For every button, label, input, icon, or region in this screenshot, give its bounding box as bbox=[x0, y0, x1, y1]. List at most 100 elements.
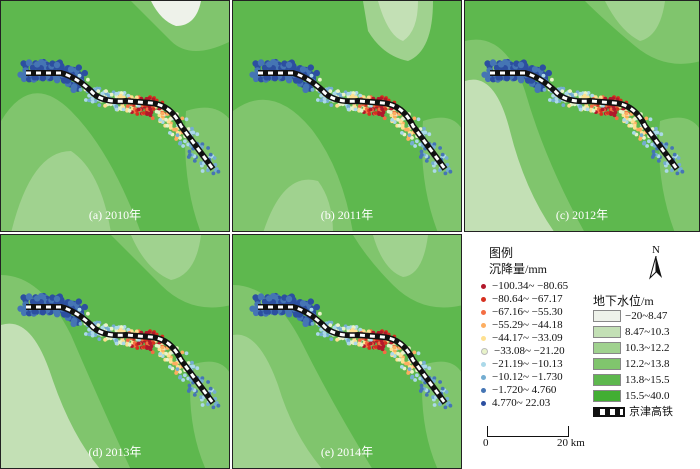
subsidence-point bbox=[134, 95, 139, 100]
subsidence-point bbox=[166, 119, 171, 124]
subsidence-point bbox=[431, 395, 435, 399]
subsidence-point bbox=[389, 347, 394, 352]
subsidence-point bbox=[645, 144, 649, 148]
subsidence-point bbox=[211, 171, 216, 176]
subsidence-class: −55.29~ −44.18 bbox=[481, 319, 563, 332]
subsidence-point bbox=[406, 361, 410, 366]
subsidence-point bbox=[440, 152, 445, 157]
subsidence-point bbox=[299, 300, 307, 307]
subsidence-point bbox=[443, 405, 448, 410]
subsidence-point bbox=[416, 351, 421, 356]
subsidence-point bbox=[659, 132, 664, 137]
subsidence-point bbox=[60, 311, 68, 318]
groundwater-title: 地下水位/m bbox=[593, 294, 654, 308]
dot-marker bbox=[481, 387, 486, 393]
subsidence-point bbox=[383, 107, 388, 111]
subsidence-point bbox=[503, 75, 511, 82]
subsidence-point bbox=[216, 403, 221, 408]
subsidence-point bbox=[200, 169, 205, 173]
subsidence-point bbox=[307, 298, 314, 305]
subsidence-point bbox=[419, 149, 424, 154]
dot-marker bbox=[481, 361, 486, 367]
subsidence-point bbox=[498, 61, 505, 68]
subsidence-point bbox=[322, 97, 327, 101]
subsidence-point bbox=[206, 168, 210, 173]
subsidence-point bbox=[148, 107, 153, 111]
subsidence-point bbox=[309, 73, 314, 78]
subsidence-point bbox=[589, 104, 594, 109]
subsidence-point bbox=[178, 136, 182, 140]
subsidence-point bbox=[445, 162, 450, 167]
dot-marker bbox=[481, 374, 486, 380]
subsidence-point bbox=[165, 357, 170, 362]
subsidence-point bbox=[200, 376, 205, 380]
subsidence-point bbox=[541, 73, 546, 78]
subsidence-point bbox=[422, 126, 426, 131]
subsidence-point bbox=[39, 75, 47, 82]
subsidence-point bbox=[206, 146, 211, 150]
dot-marker bbox=[481, 335, 486, 341]
subsidence-point bbox=[620, 110, 625, 115]
subsidence-point bbox=[396, 117, 400, 122]
subsidence-point bbox=[346, 328, 351, 333]
subsidence-point bbox=[141, 345, 146, 349]
subsidence-point bbox=[34, 61, 41, 68]
subsidence-point bbox=[316, 98, 320, 102]
subsidence-point bbox=[70, 320, 77, 327]
subsidence-point bbox=[211, 405, 216, 410]
swatch bbox=[593, 358, 621, 371]
subsidence-point bbox=[109, 326, 114, 331]
groundwater-class: 13.8~15.5 bbox=[593, 372, 669, 388]
subsidence-point bbox=[206, 402, 210, 407]
subsidence-point bbox=[419, 153, 424, 157]
subsidence-point bbox=[104, 323, 108, 327]
subsidence-point bbox=[328, 89, 333, 93]
subsidence-point bbox=[190, 126, 194, 131]
subsidence-point bbox=[359, 108, 364, 113]
subsidence-point bbox=[392, 345, 397, 350]
subsidence-point bbox=[151, 107, 156, 111]
subsidence-point bbox=[672, 152, 677, 157]
subsidence-point bbox=[423, 130, 428, 135]
subsidence-point bbox=[397, 123, 402, 128]
subsidence-point bbox=[75, 64, 83, 71]
subsidence-point bbox=[670, 146, 674, 150]
subsidence-point bbox=[438, 168, 442, 173]
subsidence-point bbox=[346, 341, 351, 346]
legend-title: 图例 bbox=[489, 246, 514, 260]
subsidence-point bbox=[158, 352, 163, 356]
subsidence-point bbox=[93, 333, 98, 337]
subsidence-point bbox=[380, 347, 385, 352]
subsidence-point bbox=[664, 142, 669, 147]
subsidence-point bbox=[149, 344, 154, 349]
subsidence-point bbox=[357, 338, 362, 343]
dot-marker bbox=[481, 322, 486, 328]
subsidence-point bbox=[388, 110, 393, 115]
subsidence-point bbox=[212, 390, 217, 394]
subsidence-point bbox=[77, 307, 82, 312]
subsidence-point bbox=[149, 110, 154, 115]
subsidence-point bbox=[174, 127, 178, 132]
subsidence-point bbox=[380, 113, 385, 118]
subsidence-point bbox=[17, 305, 24, 312]
north-arrow-shape bbox=[649, 255, 662, 280]
subsidence-point bbox=[438, 146, 442, 150]
subsidence-point bbox=[168, 123, 173, 128]
subsidence-point bbox=[422, 360, 426, 365]
dot-marker bbox=[481, 283, 486, 289]
subsidence-point bbox=[319, 327, 323, 332]
subsidence-point bbox=[310, 321, 315, 326]
subsidence-point bbox=[125, 104, 130, 109]
subsidence-point bbox=[103, 103, 107, 108]
subsidence-point bbox=[517, 74, 524, 82]
subsidence-point bbox=[164, 351, 168, 356]
subsidence-point bbox=[410, 136, 414, 140]
subsidence-point bbox=[199, 395, 203, 399]
subsidence-class: −80.64~ −67.17 bbox=[481, 293, 563, 306]
subsidence-point bbox=[121, 341, 126, 346]
subsidence-point bbox=[448, 169, 453, 174]
subsidence-point bbox=[84, 98, 88, 102]
legend: 图例 沉降量/mm −100.34~ −80.65 −80.64~ −67.17… bbox=[465, 234, 700, 469]
subsidence-point bbox=[164, 117, 168, 122]
subsidence-point bbox=[249, 71, 256, 78]
